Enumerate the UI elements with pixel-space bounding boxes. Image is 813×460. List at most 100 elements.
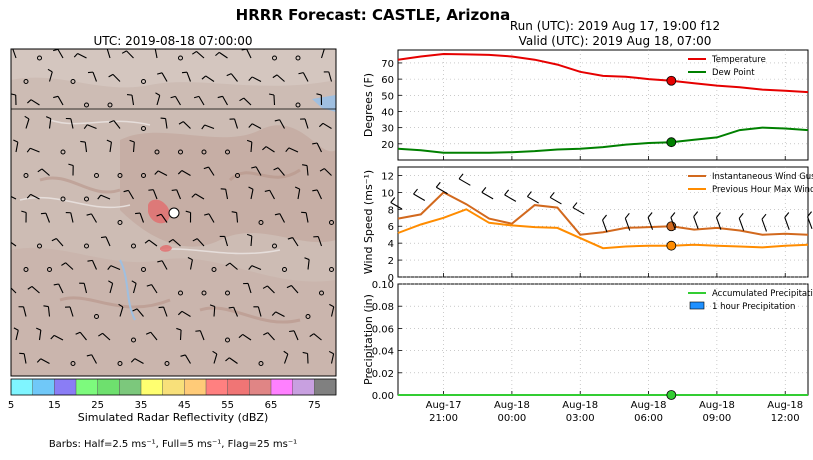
- wind-barb-shaft: [134, 358, 144, 364]
- wind-barb-flag: [272, 74, 278, 79]
- wind-barb-shaft: [233, 307, 239, 317]
- terrain-region: [120, 125, 336, 247]
- wind-barb-shaft: [198, 96, 205, 106]
- y-tick-label: 0.10: [372, 280, 394, 291]
- wind-barb-shaft: [602, 219, 608, 233]
- wind-barb-shaft: [293, 330, 299, 341]
- station-location-marker[interactable]: [168, 207, 180, 219]
- wind-barb-shaft: [70, 212, 74, 223]
- wind-barb-shaft: [224, 236, 229, 247]
- wind-barb-flag: [100, 236, 107, 239]
- y-tick-label: 12: [381, 171, 394, 182]
- wind-barb-shaft: [41, 168, 50, 176]
- wind-barb-flag: [108, 280, 113, 284]
- y-tick-label: 0.04: [372, 347, 394, 358]
- wind-barb-shaft: [131, 95, 135, 106]
- wind-barb-shaft: [413, 193, 426, 202]
- y-tick-label: 4: [388, 239, 394, 250]
- calm-wind-circle: [70, 361, 76, 366]
- wind-barb-flag: [192, 50, 197, 55]
- wind-barb-flag: [86, 354, 92, 357]
- wind-barb-flag: [195, 330, 201, 332]
- calm-wind-circle: [305, 314, 311, 319]
- wind-barb-flag: [13, 139, 19, 143]
- y-axis-label: Wind Speed (ms⁻¹): [362, 170, 375, 274]
- calm-wind-circle: [37, 243, 42, 249]
- wind-barb-flag: [144, 239, 150, 244]
- wind-barb-shaft: [316, 189, 322, 200]
- x-tick-label-day: Aug-17: [426, 400, 462, 411]
- y-tick-label: 70: [381, 59, 394, 70]
- colorbar-tick-label: 45: [178, 400, 191, 411]
- wind-barb-flag: [225, 262, 231, 267]
- wind-barb-shaft: [306, 165, 309, 176]
- calm-wind-circle: [154, 149, 160, 155]
- wind-barb-shaft: [229, 262, 238, 270]
- wind-barb-flag: [193, 95, 200, 99]
- colorbar-tick-label: 15: [48, 400, 61, 411]
- wind-barb-flag: [312, 189, 318, 192]
- wind-barb-shaft: [113, 120, 121, 129]
- wind-barb-flag: [50, 334, 55, 340]
- wind-barb-flag: [171, 189, 177, 191]
- calm-wind-circle: [272, 243, 277, 249]
- legend-swatch: [689, 301, 705, 310]
- colorbar-swatch: [119, 379, 142, 395]
- wind-barb-flag: [238, 333, 244, 339]
- radar-map[interactable]: [4, 46, 336, 376]
- colorbar-swatch: [162, 379, 185, 395]
- wind-barb-shaft: [291, 285, 299, 294]
- x-tick-label-day: Aug-18: [699, 400, 735, 411]
- map-frame: [10, 48, 337, 377]
- legend-label: Previous Hour Max Wind: [712, 185, 813, 195]
- wind-barb-flag: [53, 95, 59, 99]
- wind-barb-shaft: [15, 330, 19, 341]
- wind-barb-shaft: [276, 74, 285, 82]
- wind-barb-shaft: [204, 124, 215, 130]
- colorbar-swatch: [292, 379, 315, 395]
- wind-barb-shaft: [40, 358, 50, 364]
- calm-wind-circle: [23, 173, 29, 178]
- wind-barb-shaft: [11, 241, 17, 247]
- wind-barb-flag: [248, 265, 253, 270]
- wind-barb-shaft: [161, 72, 168, 82]
- wind-barb-shaft: [57, 49, 64, 59]
- wind-barb-flag: [246, 139, 253, 143]
- wind-barb-shaft: [269, 189, 275, 200]
- wind-barb-shaft: [48, 118, 52, 129]
- wind-barb-shaft: [317, 236, 323, 247]
- wind-barb-shaft: [572, 207, 585, 215]
- wind-barb-shaft: [92, 71, 98, 82]
- wind-barb-shaft: [328, 71, 333, 82]
- wind-barb-shaft: [316, 142, 322, 153]
- wind-barb-flag: [226, 73, 232, 77]
- wind-barb-shaft: [196, 51, 205, 59]
- wind-barb-flag: [13, 327, 19, 331]
- wind-barb-shaft: [132, 141, 135, 153]
- wind-barb-flag: [693, 211, 699, 217]
- legend-label: Instantaneous Wind Gust: [712, 172, 813, 182]
- wind-barb-shaft: [320, 49, 325, 59]
- wind-barb-flag: [191, 193, 196, 198]
- wind-barb-flag: [4, 194, 7, 198]
- wind-barb-flag: [268, 93, 275, 96]
- colorbar-swatch: [11, 379, 33, 395]
- y-tick-label: 0.00: [372, 391, 394, 402]
- wind-barb-flag: [624, 212, 630, 219]
- wind-barb-flag: [271, 311, 277, 316]
- wind-barb-shaft: [58, 283, 64, 294]
- wind-barb-shaft: [307, 259, 310, 270]
- wind-barb-flag: [549, 192, 555, 198]
- wind-barb-flag: [251, 166, 257, 169]
- wind-barb-flag: [24, 115, 30, 120]
- wind-barb-shaft: [87, 124, 97, 130]
- wind-barb-flag: [274, 213, 280, 216]
- wind-barb-flag: [170, 95, 176, 99]
- wind-barb-shaft: [53, 334, 64, 341]
- calm-wind-circle: [225, 149, 230, 155]
- y-tick-label: 6: [388, 222, 394, 233]
- wind-barb-shaft: [436, 186, 448, 195]
- wind-barb-flag: [27, 286, 33, 290]
- wind-barb-shaft: [267, 332, 275, 341]
- wind-barb-shaft: [279, 119, 285, 129]
